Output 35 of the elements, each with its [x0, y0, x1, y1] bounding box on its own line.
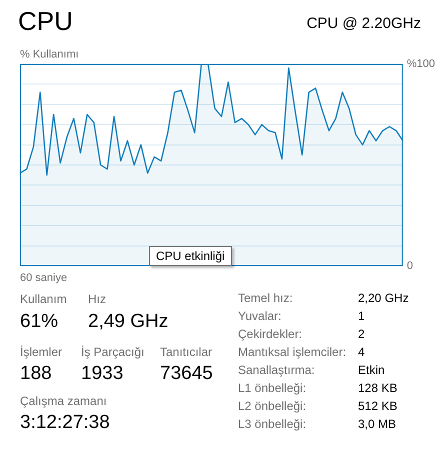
y-tick-label: %100	[406, 58, 436, 70]
chart-title: CPU	[18, 6, 73, 38]
text: İş Parçacığı	[81, 345, 144, 360]
chart-subtitle: CPU @ 2.20GHz	[306, 15, 421, 33]
text: 4	[358, 345, 365, 360]
text: Temel hız:	[238, 291, 293, 306]
text: Kullanım	[20, 292, 67, 306]
text: Etkin	[358, 363, 385, 378]
text: Yuvalar:	[238, 309, 282, 324]
text: L1 önbelleği:	[238, 381, 306, 396]
text: 188	[20, 363, 52, 386]
text: 1933	[81, 363, 124, 386]
text: Çekirdekler:	[238, 327, 302, 342]
text: Tanıtıcılar	[160, 345, 212, 360]
text: 3,0 MB	[358, 417, 396, 432]
y-axis-title: % Kullanımı	[20, 48, 79, 61]
text: 2,20 GHz	[358, 291, 409, 306]
text: Mantıksal işlemciler:	[238, 345, 346, 360]
text: 61%	[20, 311, 58, 334]
text: İşlemler	[20, 345, 62, 360]
text: L2 önbelleği:	[238, 399, 306, 414]
text: 60 saniye	[20, 272, 68, 286]
text: Çalışma zamanı	[20, 394, 107, 408]
text: 2,49 GHz	[88, 311, 168, 334]
text: 1	[358, 309, 365, 324]
text: Sanallaştırma:	[238, 363, 315, 378]
y-tick-label: 0	[406, 260, 413, 272]
text: 512 KB	[358, 399, 398, 414]
text: 128 KB	[358, 381, 398, 396]
text: 2	[358, 327, 365, 342]
annotation: CPU etkinliği	[149, 246, 232, 266]
text: Hız	[88, 292, 106, 306]
text: 73645	[160, 363, 213, 386]
text: 3:12:27:38	[20, 412, 110, 435]
text: L3 önbelleği:	[238, 417, 306, 432]
